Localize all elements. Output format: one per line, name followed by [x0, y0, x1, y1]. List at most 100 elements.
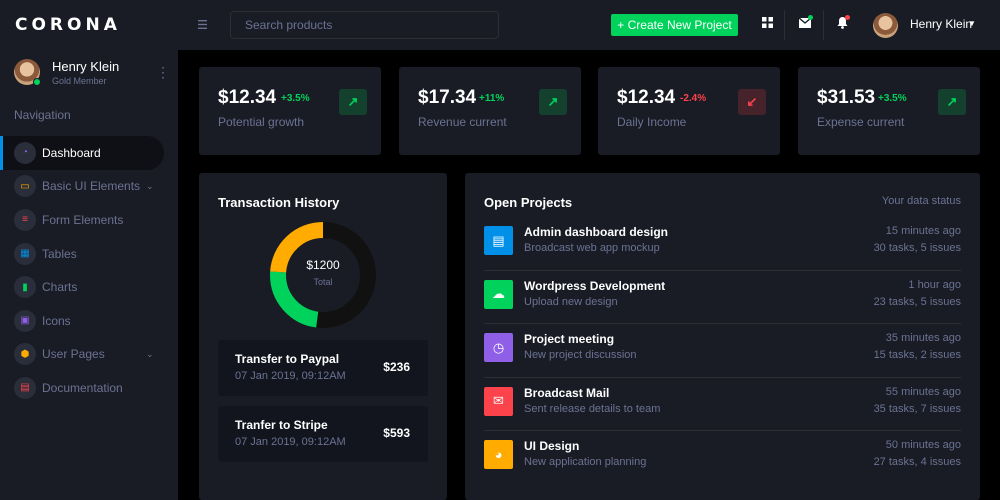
header-user-name[interactable]: Henry Klein	[910, 17, 973, 31]
sidebar-item-charts[interactable]: ▮ Charts	[0, 270, 178, 304]
header-avatar[interactable]	[873, 13, 898, 38]
stat-label: Expense current	[817, 115, 905, 129]
sidebar-item-label: Dashboard	[42, 145, 101, 160]
stat-label: Daily Income	[617, 115, 687, 129]
playlist-icon: ≡	[14, 208, 36, 231]
arrow-top-right-icon: ↗	[339, 89, 367, 115]
card-title: Transaction History	[218, 195, 340, 210]
project-title: Project meeting	[524, 332, 615, 346]
project-title: Broadcast Mail	[524, 385, 610, 400]
project-row[interactable]: ◕ UI Design New application planning 50 min…	[484, 431, 961, 485]
transaction-title: Transfer to Paypal	[235, 352, 340, 366]
chart-pie-icon: ◕	[484, 440, 513, 469]
transaction-amount: $593	[383, 426, 410, 440]
profile-role: Gold Member	[52, 75, 107, 86]
sidebar-item-label: User Pages	[42, 347, 105, 362]
sidebar-item-form-elements[interactable]: ≡ Form Elements	[0, 203, 178, 237]
header-divider	[823, 10, 824, 40]
stat-change: +11%	[479, 93, 505, 104]
project-time: 15 minutes ago	[885, 225, 961, 237]
card-title: Open Projects	[484, 195, 573, 210]
notification-badge	[845, 15, 850, 20]
sidebar-item-tables[interactable]: ▦ Tables	[0, 237, 178, 271]
stat-value: $12.34	[218, 87, 277, 108]
arrow-top-right-icon: ↗	[938, 89, 966, 115]
sidebar-profile[interactable]: Henry Klein Gold Member ⋮	[0, 50, 178, 94]
transaction-donut-chart: $1200 Total	[270, 222, 376, 328]
stat-card: $12.34 -2.4% Daily Income ↙	[598, 67, 780, 155]
project-row[interactable]: ◷ Project meeting New project discussion 35…	[484, 324, 961, 378]
project-time: 1 hour ago	[908, 278, 961, 291]
project-subtitle: Broadcast web app mockup	[524, 242, 660, 254]
project-title: Wordpress Development	[524, 278, 666, 293]
project-subtitle: Sent release details to team	[524, 402, 661, 415]
project-row[interactable]: ✉ Broadcast Mail Sent release details to t…	[484, 378, 961, 431]
stat-change: +3.5%	[878, 93, 907, 104]
sidebar-item-label: Documentation	[42, 380, 123, 395]
donut-total-label: Total	[313, 277, 333, 287]
data-status-label: Your data status	[881, 195, 961, 207]
create-project-button[interactable]: + Create New Project	[611, 14, 738, 36]
sidebar-item-label: Basic UI Elements	[42, 179, 141, 194]
chevron-down-icon[interactable]: ⌄	[146, 180, 154, 191]
apps-grid-icon[interactable]	[762, 17, 773, 31]
stat-label: Revenue current	[418, 115, 507, 129]
sidebar-item-label: Tables	[42, 246, 77, 261]
chevron-down-icon[interactable]: ⌄	[146, 348, 154, 359]
project-row[interactable]: ☁ Wordpress Development Upload new design 1…	[484, 271, 961, 324]
nav-heading: Navigation	[14, 108, 71, 122]
profile-name: Henry Klein	[52, 58, 120, 74]
stat-value: $31.53	[817, 87, 876, 108]
project-subtitle: Upload new design	[524, 295, 618, 308]
open-projects-card: Open Projects Your data status ▤ Admin da…	[465, 173, 980, 500]
project-time: 50 minutes ago	[885, 439, 961, 451]
arrow-top-right-icon: ↗	[539, 89, 567, 115]
speedometer-icon: ◔	[14, 141, 36, 164]
brand-logo[interactable]: CORONA	[15, 15, 121, 35]
project-tasks: 27 tasks, 4 issues	[873, 456, 961, 468]
sidebar-nav: ◔ Dashboard ▭ Basic UI Elements ⌄ ≡ Form Eleme…	[0, 136, 178, 405]
arrow-bottom-left-icon: ↙	[738, 89, 766, 115]
stat-change: +3.5%	[281, 93, 310, 104]
project-title: Admin dashboard design	[524, 225, 669, 239]
sidebar-item-dashboard[interactable]: ◔ Dashboard	[0, 136, 164, 170]
transaction-amount: $236	[383, 360, 410, 374]
donut-segment-2	[270, 222, 376, 328]
header-divider	[784, 10, 785, 40]
sidebar-item-basic-ui-elements[interactable]: ▭ Basic UI Elements ⌄	[0, 170, 178, 204]
transaction-item[interactable]: Transfer to Paypal 07 Jan 2019, 09:12AM $2…	[218, 340, 428, 396]
chart-bar-icon: ▮	[14, 276, 36, 299]
sidebar-item-label: Charts	[42, 280, 78, 295]
email-badge	[808, 15, 813, 20]
stat-change: -2.4%	[680, 93, 707, 104]
stat-value: $12.34	[617, 87, 676, 108]
project-subtitle: New project discussion	[524, 349, 637, 361]
top-navbar: + Create New Project Henry Klein ▼	[178, 0, 1000, 50]
sidebar-item-label: Form Elements	[42, 212, 124, 227]
stat-card: $12.34 +3.5% Potential growth ↗	[199, 67, 381, 155]
security-icon: ⬢	[14, 343, 36, 366]
transaction-item[interactable]: Tranfer to Stripe 07 Jan 2019, 09:12AM $59…	[218, 406, 428, 462]
project-row[interactable]: ▤ Admin dashboard design Broadcast web app…	[484, 217, 961, 271]
stat-card: $31.53 +3.5% Expense current ↗	[798, 67, 980, 155]
transaction-date: 07 Jan 2019, 09:12AM	[235, 370, 346, 382]
transaction-date: 07 Jan 2019, 09:12AM	[235, 436, 346, 448]
sidebar-item-user-pages[interactable]: ⬢ User Pages ⌄	[0, 338, 178, 372]
sidebar-item-icons[interactable]: ▣ Icons	[0, 304, 178, 338]
sidebar-item-documentation[interactable]: ▤ Documentation	[0, 371, 178, 405]
email-open-icon: ✉	[484, 386, 513, 416]
project-time: 55 minutes ago	[885, 385, 961, 398]
donut-total-amount: $1200	[306, 258, 340, 272]
menu-toggle-icon[interactable]	[198, 18, 208, 32]
clock-icon: ◷	[484, 333, 513, 362]
more-vertical-icon[interactable]: ⋮	[156, 64, 170, 80]
stat-label: Potential growth	[218, 115, 305, 129]
chevron-down-icon[interactable]: ▼	[968, 19, 976, 28]
avatar[interactable]	[14, 59, 41, 86]
transaction-title: Tranfer to Stripe	[235, 418, 328, 432]
project-tasks: 35 tasks, 7 issues	[873, 402, 961, 415]
laptop-icon: ▭	[14, 175, 36, 198]
search-input[interactable]	[230, 11, 499, 39]
project-tasks: 30 tasks, 5 issues	[873, 242, 961, 254]
project-tasks: 23 tasks, 5 issues	[873, 295, 961, 308]
